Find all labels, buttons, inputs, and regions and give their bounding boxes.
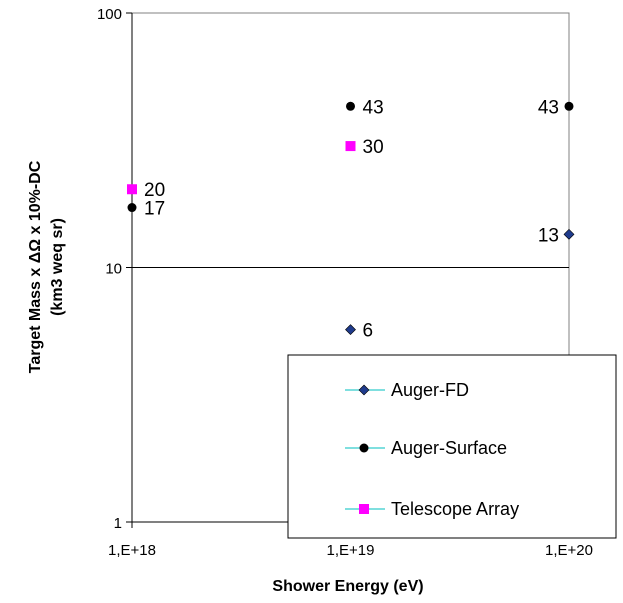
y-axis-title-line2: (km3 weq sr) — [49, 218, 66, 316]
y-tick-label: 10 — [105, 261, 122, 278]
legend-marker-auger-surface — [359, 443, 369, 453]
legend-entry-auger-fd: Auger-FD — [345, 380, 469, 400]
legend-marker-auger-fd — [358, 384, 370, 396]
data-label-telescope-array: 20 — [144, 180, 165, 201]
y-tick-label: 1 — [114, 515, 122, 532]
point-telescope-array — [345, 141, 356, 152]
x-tick-label: 1,E+19 — [327, 542, 375, 559]
data-label-auger-surface: 43 — [538, 97, 559, 118]
data-points: 6 13 17 43 43 20 30 — [127, 97, 575, 342]
legend-entry-auger-surface: Auger-Surface — [345, 438, 507, 458]
point-auger-surface — [127, 203, 137, 213]
data-label-telescope-array: 30 — [363, 137, 384, 158]
point-auger-fd — [563, 228, 575, 240]
legend-entry-telescope-array: Telescope Array — [345, 499, 519, 519]
point-telescope-array — [127, 184, 137, 195]
y-axis-title-line1: Target Mass x ΔΩ x 10%-DC — [27, 160, 44, 373]
axis-ticks: 1 10 100 1,E+18 1,E+19 1,E+20 — [97, 6, 593, 559]
legend-marker-telescope-array — [359, 504, 369, 514]
x-tick-label: 1,E+20 — [545, 542, 593, 559]
x-tick-label: 1,E+18 — [108, 542, 156, 559]
point-auger-surface — [564, 101, 574, 111]
point-auger-surface — [346, 101, 355, 111]
data-label-auger-fd: 6 — [363, 321, 374, 342]
y-tick-label: 100 — [97, 6, 122, 23]
legend-label-auger-surface: Auger-Surface — [391, 438, 507, 458]
x-axis-title: Shower Energy (eV) — [272, 578, 423, 595]
legend-label-auger-fd: Auger-FD — [391, 380, 469, 400]
legend-label-telescope-array: Telescope Array — [391, 499, 519, 519]
point-auger-fd — [345, 324, 356, 336]
data-label-auger-surface: 43 — [363, 97, 384, 118]
data-label-auger-fd: 13 — [538, 225, 559, 246]
data-label-auger-surface: 17 — [144, 199, 165, 220]
legend: Auger-FD Auger-Surface Telescope Array — [287, 354, 617, 539]
legend-box — [287, 354, 617, 539]
